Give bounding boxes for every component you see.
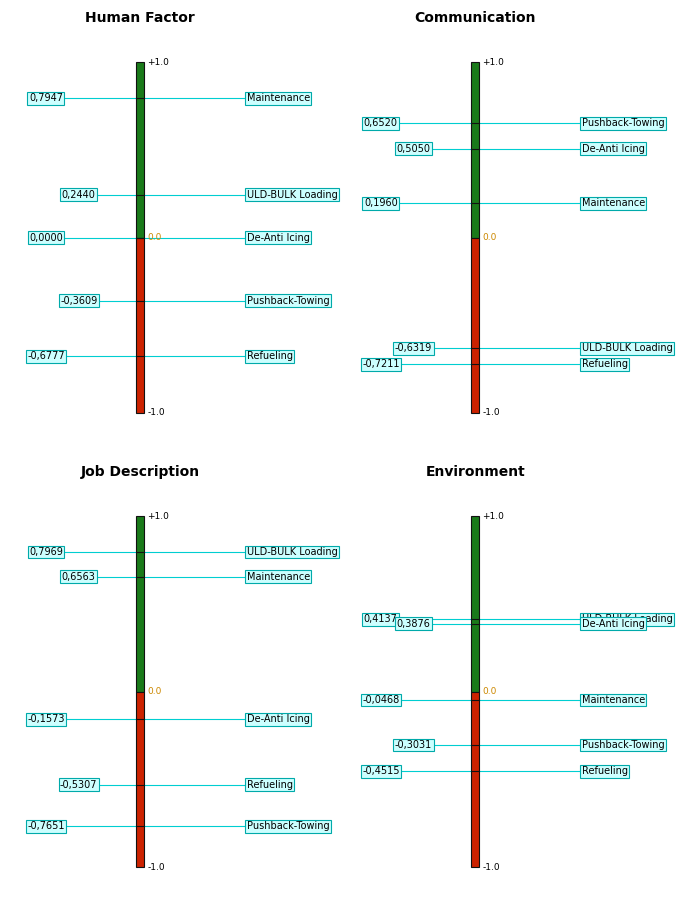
Bar [136, 692, 145, 867]
Text: -1.0: -1.0 [147, 409, 165, 418]
Text: 0,1960: 0,1960 [364, 198, 398, 208]
Bar [471, 62, 480, 238]
Text: 0.0: 0.0 [482, 233, 497, 242]
Text: Pushback-Towing: Pushback-Towing [247, 296, 329, 306]
Text: 0.0: 0.0 [482, 687, 497, 696]
Text: Pushback-Towing: Pushback-Towing [582, 740, 664, 750]
Text: 0,0000: 0,0000 [29, 233, 63, 242]
Bar [136, 516, 145, 692]
Text: De-Anti Icing: De-Anti Icing [247, 233, 310, 242]
Title: Human Factor: Human Factor [86, 11, 195, 25]
Text: +1.0: +1.0 [147, 57, 169, 66]
Title: Communication: Communication [414, 11, 536, 25]
Text: 0,5050: 0,5050 [397, 144, 431, 154]
Text: Maintenance: Maintenance [247, 93, 310, 103]
Title: Environment: Environment [425, 465, 525, 480]
Text: -0,3609: -0,3609 [60, 296, 97, 306]
Text: -1.0: -1.0 [147, 863, 165, 872]
Bar [136, 62, 145, 238]
Text: Refueling: Refueling [582, 359, 627, 369]
Text: Refueling: Refueling [247, 780, 292, 790]
Text: -0,1573: -0,1573 [27, 714, 64, 724]
Bar [471, 238, 480, 413]
Text: De-Anti Icing: De-Anti Icing [582, 619, 645, 629]
Text: -0,4515: -0,4515 [362, 766, 399, 776]
Text: -1.0: -1.0 [482, 409, 500, 418]
Text: ULD-BULK Loading: ULD-BULK Loading [582, 343, 673, 353]
Text: 0,7947: 0,7947 [29, 93, 63, 103]
Text: Pushback-Towing: Pushback-Towing [582, 118, 664, 128]
Text: 0,3876: 0,3876 [397, 619, 430, 629]
Bar [471, 692, 480, 867]
Text: 0,6520: 0,6520 [364, 118, 398, 128]
Bar [136, 238, 145, 413]
Text: 0.0: 0.0 [147, 687, 162, 696]
Text: 0,6563: 0,6563 [62, 571, 96, 581]
Text: -0,0468: -0,0468 [362, 695, 399, 705]
Title: Job Description: Job Description [81, 465, 200, 480]
Text: -0,5307: -0,5307 [60, 780, 97, 790]
Text: 0,2440: 0,2440 [62, 189, 96, 199]
Text: ULD-BULK Loading: ULD-BULK Loading [582, 614, 673, 624]
Bar [471, 516, 480, 692]
Text: Refueling: Refueling [582, 766, 627, 776]
Text: -0,7651: -0,7651 [27, 821, 64, 831]
Text: -1.0: -1.0 [482, 863, 500, 872]
Text: +1.0: +1.0 [482, 57, 504, 66]
Text: Refueling: Refueling [247, 351, 292, 361]
Text: -0,6777: -0,6777 [27, 351, 64, 361]
Text: ULD-BULK Loading: ULD-BULK Loading [247, 547, 338, 557]
Text: Maintenance: Maintenance [582, 695, 645, 705]
Text: 0,4137: 0,4137 [364, 614, 398, 624]
Text: De-Anti Icing: De-Anti Icing [582, 144, 645, 154]
Text: +1.0: +1.0 [147, 511, 169, 521]
Text: Pushback-Towing: Pushback-Towing [247, 821, 329, 831]
Text: De-Anti Icing: De-Anti Icing [247, 714, 310, 724]
Text: 0.0: 0.0 [147, 233, 162, 242]
Text: 0,7969: 0,7969 [29, 547, 63, 557]
Text: Maintenance: Maintenance [582, 198, 645, 208]
Text: ULD-BULK Loading: ULD-BULK Loading [247, 189, 338, 199]
Text: Maintenance: Maintenance [247, 571, 310, 581]
Text: -0,6319: -0,6319 [395, 343, 432, 353]
Text: +1.0: +1.0 [482, 511, 504, 521]
Text: -0,3031: -0,3031 [395, 740, 432, 750]
Text: -0,7211: -0,7211 [362, 359, 399, 369]
